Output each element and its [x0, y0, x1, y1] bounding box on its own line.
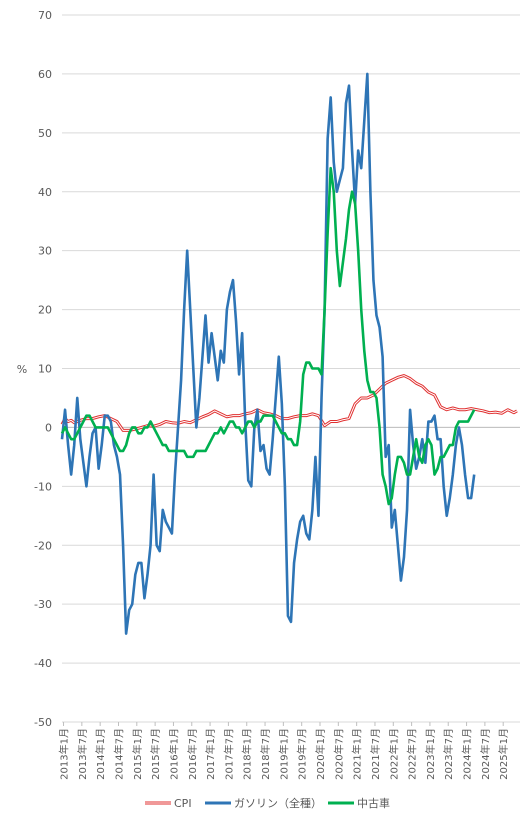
x-tick-label: 2019年7月	[296, 728, 309, 780]
y-tick-label: -20	[34, 539, 52, 552]
x-tick-label: 2014年7月	[112, 728, 125, 780]
legend-item: ガソリン（全種）	[205, 796, 322, 810]
x-tick-label: 2022年7月	[406, 728, 419, 780]
x-tick-label: 2013年7月	[76, 728, 89, 780]
y-tick-label: -40	[34, 657, 52, 670]
y-tick-label: 30	[38, 245, 52, 258]
y-tick-label: -30	[34, 598, 52, 611]
x-tick-label: 2019年1月	[277, 728, 290, 780]
y-tick-label: 20	[38, 304, 52, 317]
y-tick-label: 70	[38, 9, 52, 22]
series-line	[60, 72, 476, 635]
y-axis-label: %	[17, 363, 27, 376]
series-cpi	[60, 374, 518, 432]
series-line	[60, 166, 476, 506]
x-tick-label: 2018年7月	[259, 728, 272, 780]
y-tick-label: -50	[34, 716, 52, 729]
x-tick-label: 2015年1月	[131, 728, 144, 780]
legend: CPI ガソリン（全種） 中古車	[145, 796, 390, 810]
legend-item: CPI	[145, 797, 192, 810]
x-tick-label: 2016年7月	[186, 728, 199, 780]
y-tick-label: 40	[38, 186, 52, 199]
y-tick-label: 10	[38, 363, 52, 376]
y-tick-label: 50	[38, 127, 52, 140]
legend-label: CPI	[174, 797, 192, 810]
series-gasoline	[60, 72, 476, 635]
x-tick-label: 2014年1月	[94, 728, 107, 780]
x-tick-label: 2022年1月	[387, 728, 400, 780]
y-axis-tick-labels: -50 -40 -30 -20 -10 0 10 20 30 40 50 60 70	[34, 9, 52, 729]
x-tick-label: 2020年7月	[332, 728, 345, 780]
x-tick-label: 2020年1月	[314, 728, 327, 780]
x-tick-label: 2015年7月	[149, 728, 162, 780]
x-tick-label: 2024年1月	[461, 728, 474, 780]
x-tick-label: 2018年1月	[241, 728, 254, 780]
series-lines	[60, 72, 518, 635]
y-tick-label: 0	[45, 421, 52, 434]
x-tick-label: 2013年1月	[58, 728, 71, 780]
x-tick-label: 2025年1月	[497, 728, 510, 780]
legend-label: ガソリン（全種）	[234, 796, 322, 810]
x-tick-label: 2017年7月	[222, 728, 235, 780]
x-axis: 2013年1月 2013年7月 2014年1月 2014年7月 2015年1月 2015年…	[58, 426, 520, 780]
x-tick-label: 2024年7月	[479, 728, 492, 780]
x-tick-label: 2021年7月	[369, 728, 382, 780]
legend-label: 中古車	[357, 796, 390, 810]
x-tick-label: 2016年1月	[167, 728, 180, 780]
series-line-inner	[61, 375, 518, 431]
x-tick-label: 2017年1月	[204, 728, 217, 780]
y-tick-label: 60	[38, 68, 52, 81]
x-tick-label: 2021年1月	[351, 728, 364, 780]
x-tick-label: 2023年7月	[442, 728, 455, 780]
series-used-car	[60, 166, 476, 506]
x-tick-label: 2023年1月	[424, 728, 437, 780]
legend-item: 中古車	[328, 796, 390, 810]
y-tick-label: -10	[34, 480, 52, 493]
